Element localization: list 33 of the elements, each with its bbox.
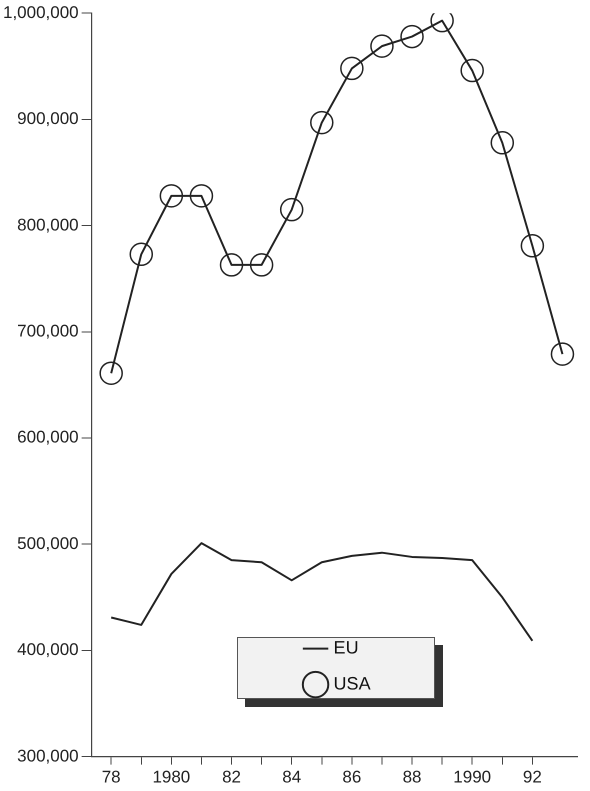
legend-label: EU: [334, 638, 359, 658]
point: [490, 131, 514, 155]
point: [280, 198, 304, 222]
point: [340, 56, 364, 80]
x-tick-label: 84: [282, 767, 302, 786]
x-tick-label: 92: [522, 767, 542, 786]
x-tick-label: 88: [402, 767, 422, 786]
y-tick-label: 600,000: [17, 428, 79, 447]
point: [370, 34, 394, 58]
x-tick-label: 78: [102, 767, 121, 786]
point: [400, 24, 424, 48]
y-tick-label: 400,000: [17, 640, 79, 660]
y-tick-label: 900,000: [17, 109, 79, 128]
point: [190, 184, 214, 208]
y-tick-label: 300,000: [17, 746, 79, 766]
point: [310, 110, 334, 134]
y-tick-label: 800,000: [17, 215, 79, 234]
x-tick-label: 86: [342, 767, 362, 786]
point: [550, 342, 574, 366]
x-tick-label: 1980: [152, 767, 190, 786]
y-tick-label: 500,000: [17, 534, 79, 553]
point: [160, 184, 184, 208]
legend-label: USA: [334, 674, 371, 694]
x-tick-label: 1990: [453, 767, 492, 786]
x-tick-label: 82: [222, 767, 241, 786]
y-tick-label: 700,000: [17, 321, 79, 340]
point: [130, 242, 154, 266]
point: [220, 253, 244, 277]
y-tick-label: 1,000,000: [2, 2, 79, 22]
point: [99, 361, 123, 385]
point: [250, 253, 274, 277]
point: [520, 234, 544, 258]
point: [460, 58, 484, 82]
